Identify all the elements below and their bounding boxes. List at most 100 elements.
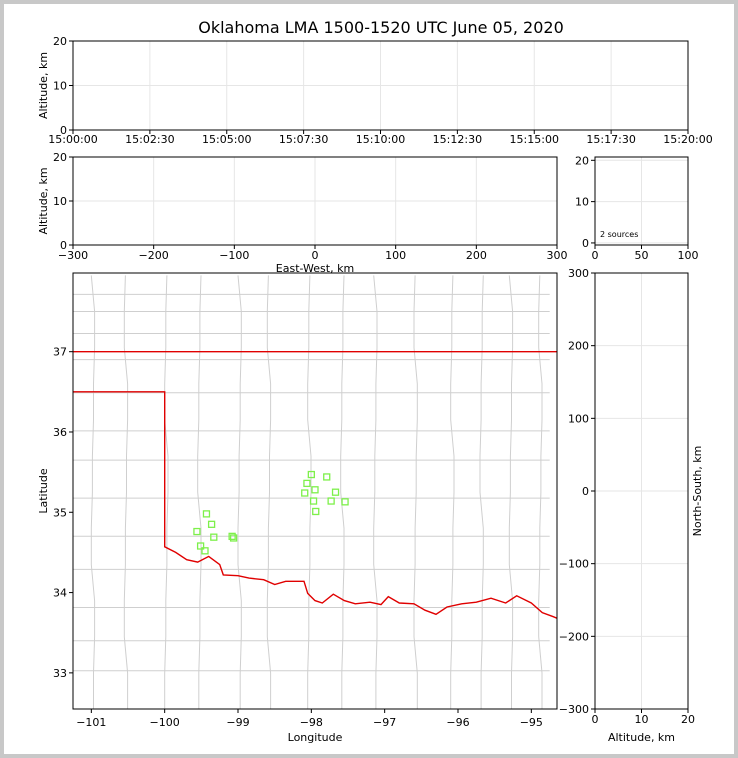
x-tick-label: 100 (385, 249, 406, 262)
state-boundary (73, 351, 557, 619)
y-tick-label: 0 (582, 237, 589, 250)
plan-view-frame (72, 272, 558, 710)
x-tick-label: 15:00:00 (48, 133, 97, 146)
county-line (123, 275, 129, 709)
y-tick-label: 37 (53, 346, 67, 359)
histogram-panel: 0 50 100 0 10 20 2 sources (575, 154, 699, 262)
x-axis-label: Longitude (288, 731, 343, 744)
x-tick-label: 15:07:30 (279, 133, 328, 146)
county-line (479, 275, 484, 709)
x-tick-label: −97 (373, 716, 396, 729)
x-tick-label: 200 (466, 249, 487, 262)
lightning-source-marker (210, 533, 218, 541)
y-tick-label: 10 (53, 80, 67, 93)
x-tick-label: 0 (312, 249, 319, 262)
y-tick-label: −100 (559, 558, 589, 571)
lightning-source-marker (228, 532, 236, 541)
x-tick-label: −98 (300, 716, 323, 729)
x-tick-label: 15:20:00 (663, 133, 712, 146)
lightning-source-marker (331, 488, 340, 496)
county-line (307, 275, 312, 709)
ns-height-panel: 0 10 20 −300 −200 −100 0 100 200 300 Altitude, km N… (559, 267, 704, 744)
y-tick-label: 10 (53, 195, 67, 208)
y-tick-label: 20 (575, 154, 589, 167)
chart-title: Oklahoma LMA 1500-1520 UTC June 05, 2020 (198, 18, 564, 37)
x-tick-label: −101 (76, 716, 106, 729)
x-tick-label: 15:15:00 (510, 133, 559, 146)
y-tick-label: 20 (53, 151, 67, 164)
lightning-source-marker (309, 497, 318, 505)
lightning-source-marker (327, 497, 335, 505)
county-line (237, 275, 242, 709)
county-lines (73, 275, 550, 709)
y-tick-label: 20 (53, 35, 67, 48)
ew-height-frame (72, 156, 558, 246)
x-tick-label: 0 (592, 249, 599, 262)
plan-view-panel: −101 −100 −99 −98 −97 −96 −95 33 34 35 36 37 Longitu… (37, 272, 558, 744)
x-tick-label: 15:02:30 (125, 133, 174, 146)
y-tick-label: 34 (53, 587, 67, 600)
y-tick-label: −200 (559, 630, 589, 643)
lightning-source-marker (312, 507, 320, 516)
map-layer (73, 275, 557, 709)
time-height-frame (72, 40, 689, 131)
lightning-source-marker (307, 470, 315, 479)
county-line (197, 275, 202, 709)
x-tick-label: −95 (520, 716, 543, 729)
y-tick-label: 0 (60, 124, 67, 137)
y-tick-label: 33 (53, 667, 67, 680)
y-tick-label: −300 (559, 703, 589, 716)
y-tick-label: 35 (53, 506, 67, 519)
y-axis-label: Altitude, km (37, 52, 50, 119)
x-tick-label: 50 (635, 249, 649, 262)
y-axis-label: North-South, km (691, 446, 704, 537)
x-tick-label: 15:17:30 (586, 133, 635, 146)
county-line (538, 275, 543, 709)
x-axis-label: Altitude, km (608, 731, 675, 744)
x-tick-label: 15:10:00 (356, 133, 405, 146)
county-line (340, 275, 345, 709)
x-tick-label: −96 (446, 716, 469, 729)
county-line (373, 275, 378, 709)
county-line (508, 275, 514, 709)
y-tick-label: 200 (568, 340, 589, 353)
lightning-source-marker (201, 547, 209, 555)
ew-height-panel: −300 −200 −100 0 100 200 300 0 10 20 East-West, km… (37, 151, 568, 275)
x-tick-label: −200 (139, 249, 169, 262)
x-tick-label: 300 (547, 249, 568, 262)
y-tick-label: 10 (575, 196, 589, 209)
y-axis-label: Altitude, km (37, 167, 50, 234)
lightning-source-marker (229, 534, 238, 542)
x-tick-label: 15:05:00 (202, 133, 251, 146)
y-axis-label: Latitude (37, 468, 50, 514)
x-tick-label: −99 (226, 716, 249, 729)
x-tick-label: 10 (635, 713, 649, 726)
lightning-source-marker (202, 510, 211, 518)
x-tick-label: −100 (150, 716, 180, 729)
county-line (450, 275, 455, 709)
lightning-source-marker (207, 520, 216, 528)
x-tick-label: 15:12:30 (433, 133, 482, 146)
county-line (90, 275, 96, 709)
time-height-panel: 15:00:00 15:02:30 15:05:00 15:07:30 15:10:00… (37, 35, 713, 146)
y-tick-label: 300 (568, 267, 589, 280)
ns-height-frame (594, 272, 689, 710)
county-line (266, 275, 272, 709)
x-tick-label: 20 (681, 713, 695, 726)
x-tick-label: 100 (678, 249, 699, 262)
x-tick-label: −100 (219, 249, 249, 262)
y-tick-label: 100 (568, 412, 589, 425)
y-tick-label: 0 (60, 239, 67, 252)
lightning-source-marker (193, 527, 201, 536)
y-tick-label: 0 (582, 485, 589, 498)
x-tick-label: 0 (592, 713, 599, 726)
source-count-annotation: 2 sources (600, 230, 638, 239)
y-tick-label: 36 (53, 426, 67, 439)
lightning-source-marker (311, 486, 319, 494)
x-tick-label: −300 (58, 249, 88, 262)
x-axis-label: East-West, km (276, 262, 354, 275)
lightning-source-marker (341, 498, 349, 506)
histogram-frame (594, 156, 689, 246)
